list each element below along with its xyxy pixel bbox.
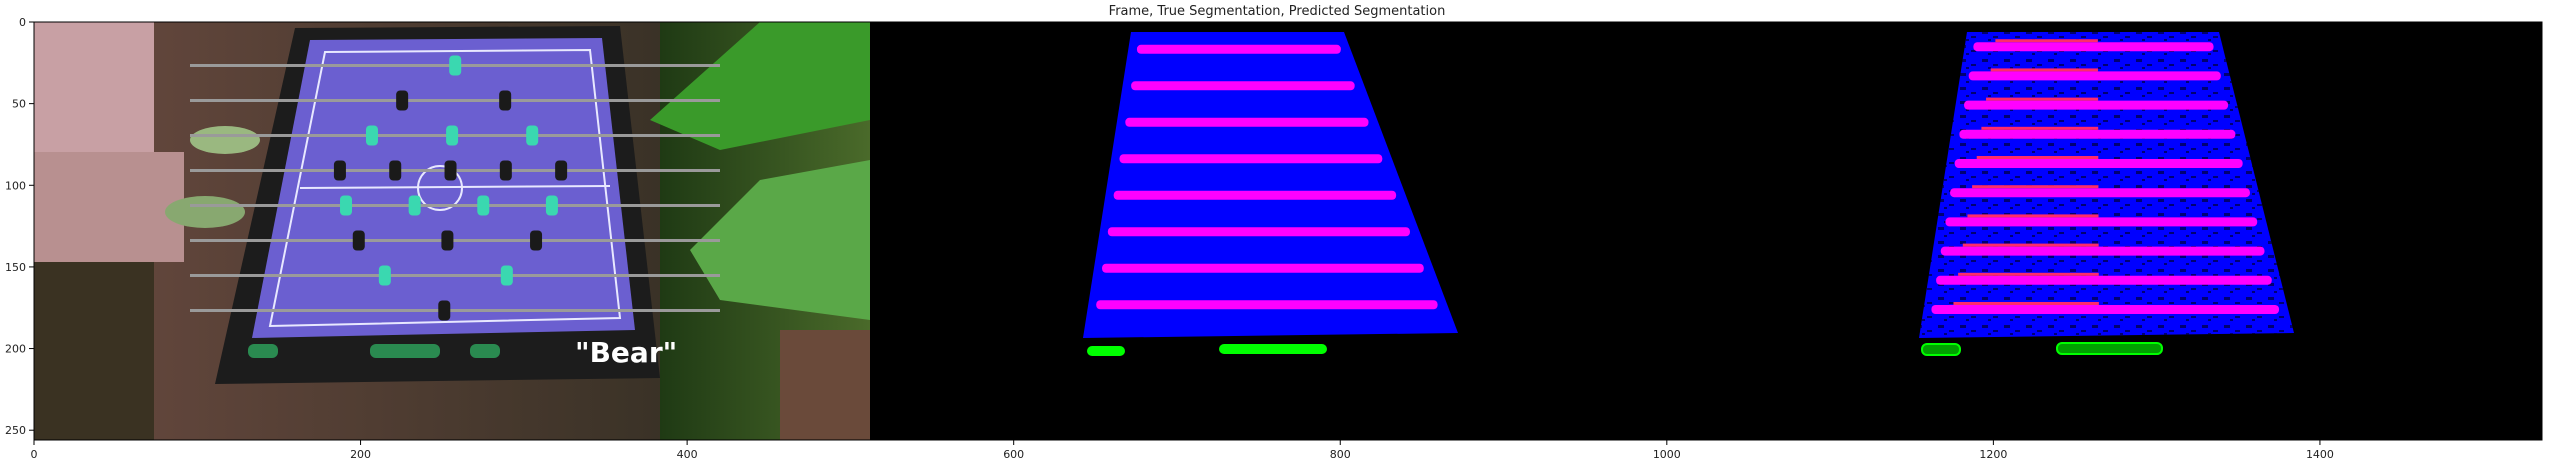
foosball-man: [441, 230, 454, 251]
foosball-man: [530, 230, 543, 251]
foosball-man: [444, 160, 457, 181]
rod-stripe: [1107, 227, 1410, 237]
foosball-man: [449, 55, 462, 76]
foosball-man: [477, 195, 490, 216]
table-brand-text: "Bear": [575, 336, 677, 369]
y-axis: 0 50 100 150 200 250: [5, 16, 34, 437]
field-halfway-line: [299, 185, 611, 189]
foosball-man: [446, 125, 459, 146]
y-tick-label: 50: [12, 98, 26, 111]
rod-stripe: [1959, 129, 2236, 139]
true-segmentation-panel: [870, 22, 1706, 440]
rod-noise: [1967, 214, 2099, 218]
rod-noise: [1976, 156, 2099, 160]
rod-noise: [1958, 272, 2099, 276]
x-tick-label: 1000: [1653, 448, 1681, 461]
bumper-middle: [370, 344, 440, 358]
foosball-man: [500, 265, 513, 286]
rod-noise: [1972, 185, 2099, 189]
true-seg-table: [1083, 32, 1458, 338]
rod-stripe: [1964, 100, 2229, 110]
x-tick-label: 0: [31, 448, 38, 461]
foosball-man: [378, 265, 391, 286]
foosball-man: [438, 300, 451, 321]
rod-stripe: [1113, 190, 1397, 200]
rod-stripe: [1968, 71, 2221, 81]
rod-noise: [1953, 301, 2099, 305]
x-tick-label: 800: [1330, 448, 1351, 461]
left-hand-lower: [165, 196, 245, 228]
rod-stripe: [1131, 81, 1355, 91]
rod-stripe: [1936, 275, 2272, 285]
rod-stripe: [1950, 188, 2250, 198]
foosball-man: [396, 90, 409, 111]
x-tick-label: 1200: [1979, 448, 2007, 461]
frame-rods: [190, 55, 720, 321]
rod-stripe: [1119, 154, 1383, 164]
foosball-man: [408, 195, 421, 216]
rod-stripe: [1125, 117, 1369, 127]
true-seg-goal-left: [1087, 346, 1125, 356]
rod-stripe: [1096, 300, 1438, 310]
field-lines: [268, 48, 622, 328]
x-tick-label: 600: [1003, 448, 1024, 461]
rod-stripe: [1931, 304, 2280, 314]
true-seg-rods: [1096, 44, 1438, 310]
true-seg-goal-middle: [1219, 344, 1327, 354]
figure-title: Frame, True Segmentation, Predicted Segm…: [1108, 4, 1446, 19]
foosball-man: [499, 160, 512, 181]
left-hand-upper: [190, 126, 260, 154]
rod-noise: [1962, 243, 2099, 247]
x-axis: 0 200 400 600 800 1000 1200 1400: [31, 440, 2334, 461]
foosball-man: [526, 125, 539, 146]
x-tick-label: 200: [350, 448, 371, 461]
y-tick-label: 100: [5, 179, 26, 192]
foosball-man: [545, 195, 558, 216]
rod-noise: [1981, 126, 2099, 130]
right-player-legs: [780, 330, 870, 440]
rod-noise: [1995, 39, 2098, 43]
frame-panel: "Bear": [34, 22, 870, 440]
rod-noise: [1990, 68, 2098, 72]
foosball-man: [340, 195, 353, 216]
left-player-legs: [34, 262, 154, 440]
y-tick-label: 0: [19, 16, 26, 29]
rod-stripe: [1954, 159, 2243, 169]
rod-stripe: [1945, 217, 2258, 227]
x-tick-label: 1400: [2306, 448, 2334, 461]
rod-stripe: [1973, 42, 2214, 52]
y-tick-label: 150: [5, 261, 26, 274]
x-tick-label: 400: [677, 448, 698, 461]
foosball-man: [365, 125, 378, 146]
pred-seg-goal-left: [1921, 343, 1961, 356]
field-center-circle: [417, 165, 463, 211]
left-player-body: [34, 152, 184, 262]
rod-stripe: [1940, 246, 2265, 256]
bumper-right: [470, 344, 500, 358]
rod-stripe: [1136, 44, 1341, 54]
right-player-arm-lower: [690, 160, 870, 320]
predicted-segmentation-panel: [1706, 22, 2542, 440]
bumper-left: [248, 344, 278, 358]
pred-seg-goal-middle: [2056, 342, 2163, 355]
foosball-man: [555, 160, 568, 181]
rod-noise: [1986, 97, 2099, 101]
axes-frame: [33, 21, 2543, 441]
pred-seg-rods: [1931, 39, 2280, 314]
left-player-shirt: [34, 22, 154, 152]
right-player-arm-upper: [650, 22, 870, 150]
rod-stripe: [1102, 263, 1424, 273]
y-tick-label: 250: [5, 424, 26, 437]
foosball-man: [333, 160, 346, 181]
foosball-man: [352, 230, 365, 251]
y-tick-label: 200: [5, 343, 26, 356]
foosball-man: [389, 160, 402, 181]
foosball-man: [499, 90, 512, 111]
